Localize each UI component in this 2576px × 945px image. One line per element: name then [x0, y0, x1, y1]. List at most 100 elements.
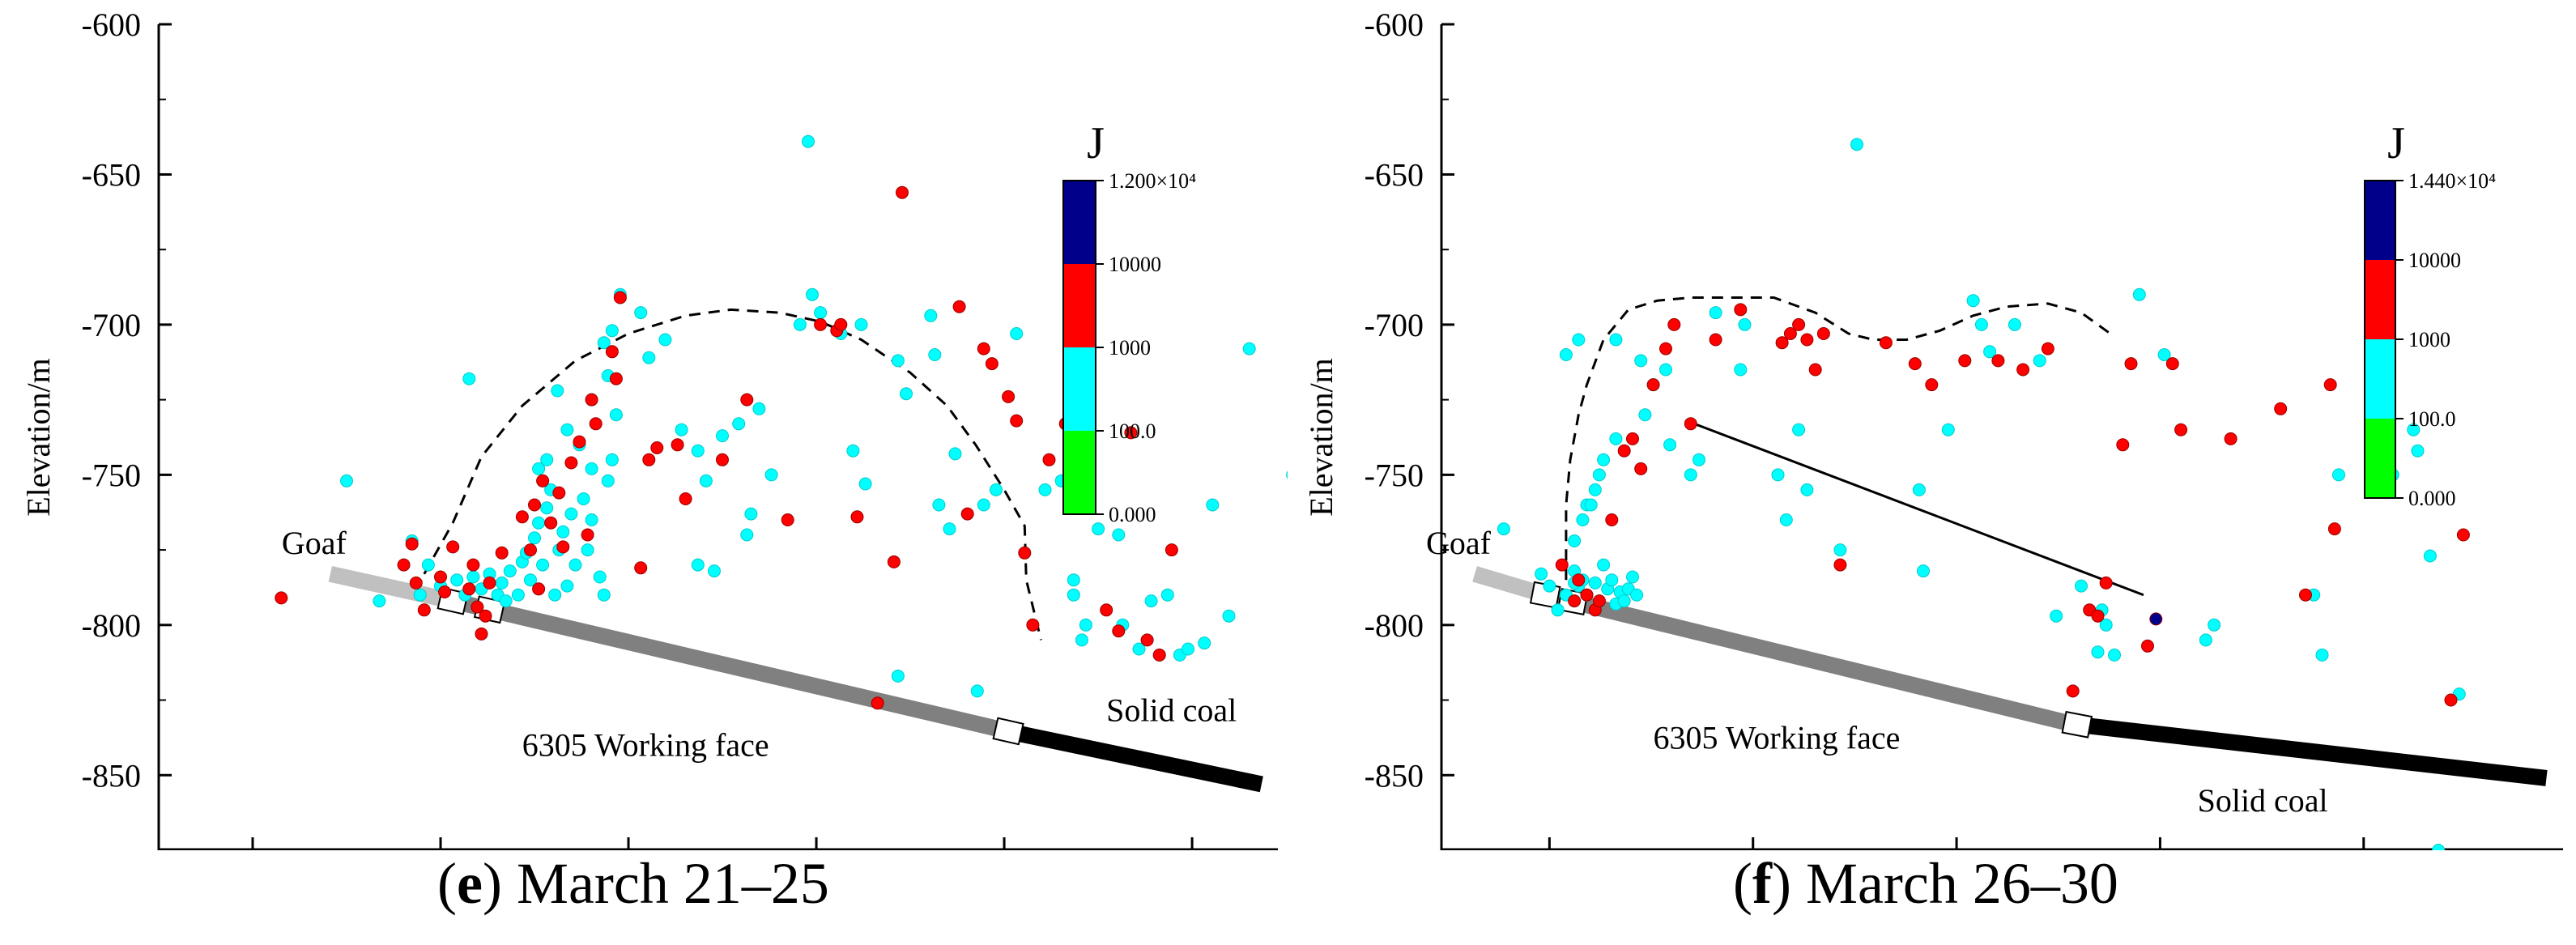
event-point-e-s0: [597, 588, 611, 602]
event-point-f-s2: [2149, 612, 2163, 626]
event-point-e-s1: [1100, 603, 1113, 617]
legend-swatch-f: [2365, 260, 2395, 339]
y-tick-label-f: -600: [1365, 6, 1424, 43]
event-point-f-s1: [2274, 402, 2288, 415]
event-point-e-s1: [581, 528, 594, 542]
legend-swatch-e: [1063, 264, 1096, 347]
event-point-e-s1: [470, 600, 484, 614]
event-point-f-s0: [2332, 468, 2345, 482]
event-point-e-s0: [891, 669, 905, 683]
caption-e-letter: e: [456, 851, 483, 916]
event-point-f-s0: [1941, 423, 1955, 436]
event-point-e-s0: [609, 408, 623, 422]
event-point-f-s0: [1597, 558, 1611, 572]
event-point-f-s0: [1966, 294, 1980, 308]
event-point-e-s1: [552, 486, 566, 500]
solid-coal-band-f: [2071, 716, 2548, 786]
event-point-f-s0: [1630, 588, 1644, 602]
event-point-e-s1: [952, 300, 966, 313]
event-point-f-s1: [1879, 336, 1893, 350]
event-point-e-s0: [593, 570, 607, 584]
working-face-label-f: 6305 Working face: [1654, 719, 1901, 756]
working-face-label-e: 6305 Working face: [522, 727, 769, 764]
event-point-e-s1: [462, 582, 476, 596]
event-point-f-s1: [1617, 444, 1631, 458]
caption-f: (f) March 26–30: [1733, 851, 2118, 916]
event-point-e-s0: [551, 384, 564, 398]
event-point-f-s0: [1983, 345, 1997, 359]
event-point-e-s0: [675, 423, 688, 436]
event-point-e-s1: [438, 585, 452, 598]
hydraulic-support-e: [992, 717, 1024, 746]
event-point-e-s1: [446, 540, 460, 554]
event-point-f-s0: [1692, 453, 1705, 466]
event-point-e-s0: [716, 429, 729, 443]
event-point-e-s1: [887, 555, 901, 568]
event-point-e-s0: [932, 498, 946, 512]
event-point-e-s0: [900, 387, 913, 401]
event-point-f-s1: [1800, 333, 1814, 347]
event-point-f-s0: [1572, 333, 1586, 347]
event-point-e-s0: [499, 594, 513, 608]
event-point-f-s0: [2208, 618, 2221, 632]
event-point-e-s0: [924, 309, 938, 322]
event-point-e-s0: [585, 513, 598, 526]
event-point-f-s1: [2299, 588, 2312, 602]
event-point-e-s0: [928, 348, 942, 361]
event-point-f-s0: [2099, 618, 2113, 632]
event-point-e-s0: [532, 516, 546, 530]
event-point-f-s0: [1576, 513, 1590, 526]
event-point-e-s0: [699, 474, 713, 487]
event-point-f-s0: [1588, 576, 1602, 590]
event-point-f-s0: [2423, 549, 2437, 563]
event-point-f-s0: [2407, 423, 2421, 436]
event-point-f-s1: [1646, 378, 1660, 392]
event-point-f-s0: [1592, 468, 1606, 482]
event-point-f-s0: [1738, 317, 1752, 331]
event-point-f-s1: [2327, 522, 2341, 536]
event-point-e-s0: [1206, 498, 1220, 512]
event-point-f-s1: [2224, 432, 2238, 445]
event-point-e-s0: [577, 492, 590, 505]
event-point-f-s0: [1734, 363, 1748, 377]
legend-swatch-f: [2365, 339, 2395, 419]
event-point-f-s1: [2124, 357, 2138, 371]
event-point-e-s1: [475, 627, 488, 641]
event-point-f-s0: [2008, 317, 2021, 331]
event-point-e-s1: [679, 492, 692, 505]
legend-title-e: J: [1087, 118, 1105, 168]
event-point-e-s1: [977, 342, 990, 355]
event-point-f-s0: [2432, 844, 2446, 850]
event-point-e-s0: [1092, 522, 1105, 536]
event-point-f-s1: [1667, 317, 1681, 331]
event-point-e-s0: [581, 543, 594, 557]
event-point-e-s1: [642, 453, 656, 466]
event-point-f-s1: [1783, 327, 1797, 340]
event-point-f-s0: [1779, 513, 1793, 526]
event-point-f-s0: [1659, 363, 1672, 377]
event-point-f-s1: [1634, 462, 1648, 475]
event-point-f-s1: [1580, 588, 1594, 602]
event-point-e-s1: [834, 317, 848, 331]
event-point-e-s0: [1112, 528, 1126, 542]
event-point-e-s0: [977, 498, 990, 512]
legend-swatch-e: [1063, 181, 1096, 264]
event-point-f-s1: [1991, 354, 2005, 368]
working-face-band-f: [1543, 587, 2076, 732]
event-point-f-s0: [1626, 570, 1639, 584]
event-point-f-s1: [2066, 684, 2080, 698]
event-point-f-s1: [1808, 363, 1822, 377]
event-point-e-s0: [1075, 633, 1088, 647]
solid-coal-label-f: Solid coal: [2198, 782, 2328, 819]
event-point-e-s0: [744, 507, 758, 521]
goaf-label-f: Goaf: [1426, 525, 1492, 561]
event-point-e-s0: [948, 447, 962, 461]
event-point-e-s1: [1165, 543, 1178, 557]
event-point-e-s1: [650, 441, 664, 454]
event-point-f-s0: [1588, 483, 1602, 496]
event-point-f-s1: [1958, 354, 1972, 368]
event-point-e-s0: [858, 477, 872, 491]
event-point-e-s0: [814, 306, 828, 320]
event-point-e-s0: [806, 287, 819, 301]
event-point-f-s0: [2132, 287, 2146, 301]
